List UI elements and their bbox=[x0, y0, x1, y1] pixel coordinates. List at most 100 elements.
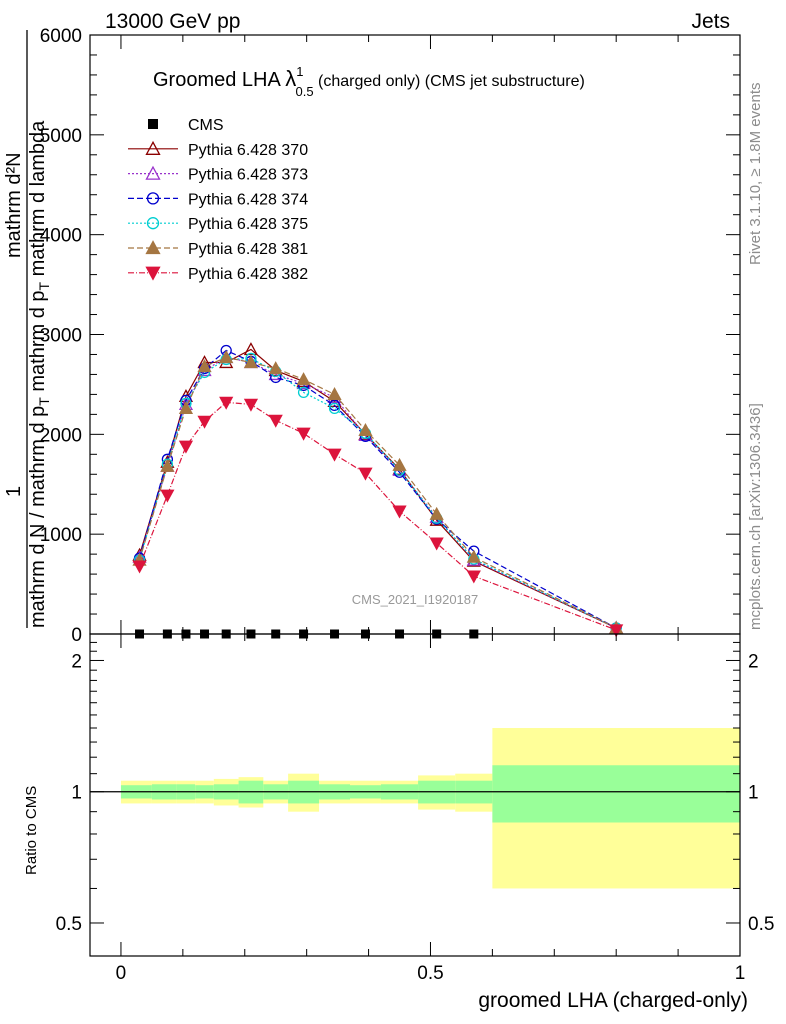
data-point bbox=[466, 570, 481, 584]
ratio-ytick-label: 0.5 bbox=[56, 914, 82, 935]
ratio-ytick-label: 1 bbox=[71, 783, 82, 804]
legend-label: CMS bbox=[188, 117, 224, 134]
data-point bbox=[243, 342, 259, 356]
legend-label: Pythia 6.428 370 bbox=[188, 142, 308, 159]
ytick-label: 5000 bbox=[40, 126, 82, 147]
legend-label: Pythia 6.428 373 bbox=[188, 167, 308, 184]
legend-entry: Pythia 6.428 381 bbox=[128, 240, 308, 258]
ylabel-denominator-rest2: mathrm d lambda bbox=[27, 120, 49, 282]
xtick-label: 1 bbox=[735, 963, 746, 984]
energy-label: 13000 GeV pp bbox=[105, 10, 240, 33]
plot-title-sub: 0.5 bbox=[296, 84, 314, 99]
ytick-label: 3000 bbox=[40, 326, 82, 347]
data-point bbox=[160, 489, 175, 503]
ylabel-sub-t2: T bbox=[36, 281, 52, 290]
series-pythia-6-428-381 bbox=[132, 350, 624, 634]
legend-entry: Pythia 6.428 370 bbox=[128, 140, 308, 159]
ytick-label: 1000 bbox=[40, 525, 82, 546]
series-pythia-6-428-373 bbox=[132, 350, 624, 634]
data-point bbox=[268, 414, 283, 428]
data-point bbox=[219, 396, 234, 410]
series-line bbox=[138, 356, 617, 629]
data-point bbox=[358, 467, 373, 481]
data-point bbox=[466, 549, 481, 563]
ylabel-ratio: Ratio to CMS bbox=[23, 786, 40, 875]
ratio-bands bbox=[120, 728, 740, 889]
watermark: CMS_2021_I1920187 bbox=[352, 592, 479, 607]
legend-marker bbox=[146, 192, 160, 205]
series-pythia-6-428-382 bbox=[132, 396, 624, 638]
ratio-plot-frame bbox=[89, 633, 741, 957]
data-point bbox=[327, 387, 342, 401]
data-point bbox=[429, 506, 444, 520]
main-plot-area: 1000 2000 3000 4000 5000 6000 0 bbox=[40, 26, 741, 646]
data-point bbox=[296, 372, 311, 386]
legend-marker bbox=[145, 140, 161, 155]
ratio-plot-area: 0.5 0.5 1 1 2 2 0 0.5 1 bbox=[56, 634, 774, 984]
stat-uncertainty-band bbox=[492, 765, 740, 823]
data-point bbox=[197, 415, 212, 429]
data-point bbox=[297, 386, 310, 399]
mcplots-label: mcplots.cern.ch [arXiv:1306.3436] bbox=[747, 403, 764, 630]
ytick-label: 6000 bbox=[40, 26, 82, 47]
legend-entry: Pythia 6.428 382 bbox=[128, 266, 308, 283]
data-point bbox=[178, 401, 194, 415]
jets-label: Jets bbox=[691, 10, 730, 33]
plot-title-lambda: λ bbox=[285, 66, 296, 91]
data-point bbox=[132, 560, 147, 574]
data-point bbox=[392, 505, 407, 519]
series-line bbox=[138, 357, 617, 629]
data-point bbox=[609, 624, 624, 638]
ytick-label: 2000 bbox=[40, 425, 82, 446]
data-point bbox=[328, 402, 341, 415]
plot-title: Groomed LHA λ1 0.5 (charged only) (CMS je… bbox=[153, 64, 585, 99]
legend-entry: CMS bbox=[148, 117, 224, 134]
legend-entry: Pythia 6.428 375 bbox=[128, 216, 308, 233]
data-point bbox=[160, 458, 175, 472]
legend-entry: Pythia 6.428 374 bbox=[128, 191, 308, 208]
ratio-ytick-label-right: 2 bbox=[748, 651, 759, 672]
legend-label: Pythia 6.428 382 bbox=[188, 266, 308, 283]
main-axes: 1000 2000 3000 4000 5000 6000 0 bbox=[40, 26, 741, 646]
ylabel-denominator-main: mathrm d N / mathrm d p bbox=[27, 406, 49, 628]
data-point bbox=[296, 427, 311, 441]
xtick-label: 0.5 bbox=[417, 963, 443, 984]
series-line bbox=[138, 356, 617, 629]
legend-label: Pythia 6.428 374 bbox=[188, 191, 308, 208]
ylabel-sub-t: T bbox=[36, 397, 52, 406]
data-point bbox=[243, 355, 259, 369]
ratio-ytick-label: 2 bbox=[71, 651, 82, 672]
plot-title-main: Groomed LHA bbox=[153, 69, 281, 91]
legend-marker bbox=[145, 266, 161, 281]
data-point bbox=[429, 537, 444, 551]
data-point bbox=[219, 350, 234, 364]
plot-title-sup: 1 bbox=[296, 64, 303, 79]
legend-marker bbox=[145, 240, 161, 255]
ytick-label: 4000 bbox=[40, 226, 82, 247]
ylabel-denominator: mathrm d N / mathrm d pT mathrm d pT mat… bbox=[27, 120, 52, 628]
data-point bbox=[243, 398, 259, 412]
legend-label: Pythia 6.428 375 bbox=[188, 216, 308, 233]
series-line bbox=[138, 348, 617, 629]
legend-marker bbox=[148, 119, 158, 129]
legend-label: Pythia 6.428 381 bbox=[188, 241, 308, 258]
ylabel-one: 1 bbox=[3, 486, 25, 497]
ylabel-main: mathrm d²N 1 mathrm d N / mathrm d pT ma… bbox=[3, 30, 52, 628]
ytick-label-zero: 0 bbox=[71, 625, 82, 646]
ratio-ytick-label-right: 1 bbox=[748, 783, 759, 804]
ylabel-denominator-rest: mathrm d p bbox=[27, 290, 49, 397]
xlabel: groomed LHA (charged-only) bbox=[478, 989, 748, 1012]
xtick-label: 0 bbox=[116, 963, 127, 984]
series-pythia-6-428-370 bbox=[132, 342, 624, 634]
legend-marker bbox=[145, 165, 161, 180]
data-point bbox=[392, 457, 407, 471]
legend-entry: Pythia 6.428 373 bbox=[128, 165, 308, 184]
legend: CMS Pythia 6.428 370 Pythia 6.428 373 Pythi… bbox=[128, 117, 308, 283]
data-point bbox=[358, 422, 373, 436]
data-point bbox=[178, 440, 194, 454]
data-point bbox=[268, 361, 283, 375]
ratio-ytick-label-right: 0.5 bbox=[748, 914, 774, 935]
data-point bbox=[197, 359, 212, 373]
ylabel-numerator: mathrm d²N bbox=[3, 152, 25, 258]
